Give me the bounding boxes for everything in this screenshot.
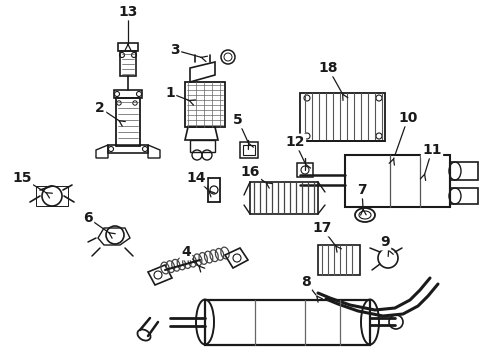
Text: 6: 6: [83, 211, 93, 225]
Text: 14: 14: [186, 171, 205, 185]
Bar: [240, 142, 258, 158]
Bar: [190, 140, 215, 152]
Text: 5: 5: [233, 113, 243, 127]
Bar: [184, 82, 224, 127]
Text: 17: 17: [312, 221, 331, 235]
Text: 18: 18: [318, 61, 337, 75]
Bar: [116, 98, 140, 146]
Bar: [120, 51, 136, 76]
Text: 12: 12: [285, 135, 304, 149]
Bar: [108, 145, 148, 153]
Bar: [296, 163, 312, 177]
Text: 1: 1: [165, 86, 175, 100]
Bar: [249, 182, 317, 214]
Bar: [243, 145, 254, 155]
Text: 16: 16: [240, 165, 259, 179]
Bar: [118, 43, 138, 51]
Text: 13: 13: [118, 5, 138, 19]
Text: 8: 8: [301, 275, 310, 289]
Bar: [204, 300, 369, 345]
Text: 7: 7: [356, 183, 366, 197]
Text: 9: 9: [379, 235, 389, 249]
Text: 2: 2: [95, 101, 104, 115]
Bar: [449, 162, 477, 180]
Text: 15: 15: [12, 171, 32, 185]
Text: 3: 3: [170, 43, 180, 57]
Text: 11: 11: [421, 143, 441, 157]
Bar: [36, 186, 68, 206]
Text: 10: 10: [398, 111, 417, 125]
Bar: [114, 90, 142, 98]
Bar: [449, 188, 477, 204]
Bar: [299, 93, 384, 141]
Text: 4: 4: [181, 245, 190, 259]
Bar: [317, 245, 359, 275]
Bar: [345, 155, 449, 207]
